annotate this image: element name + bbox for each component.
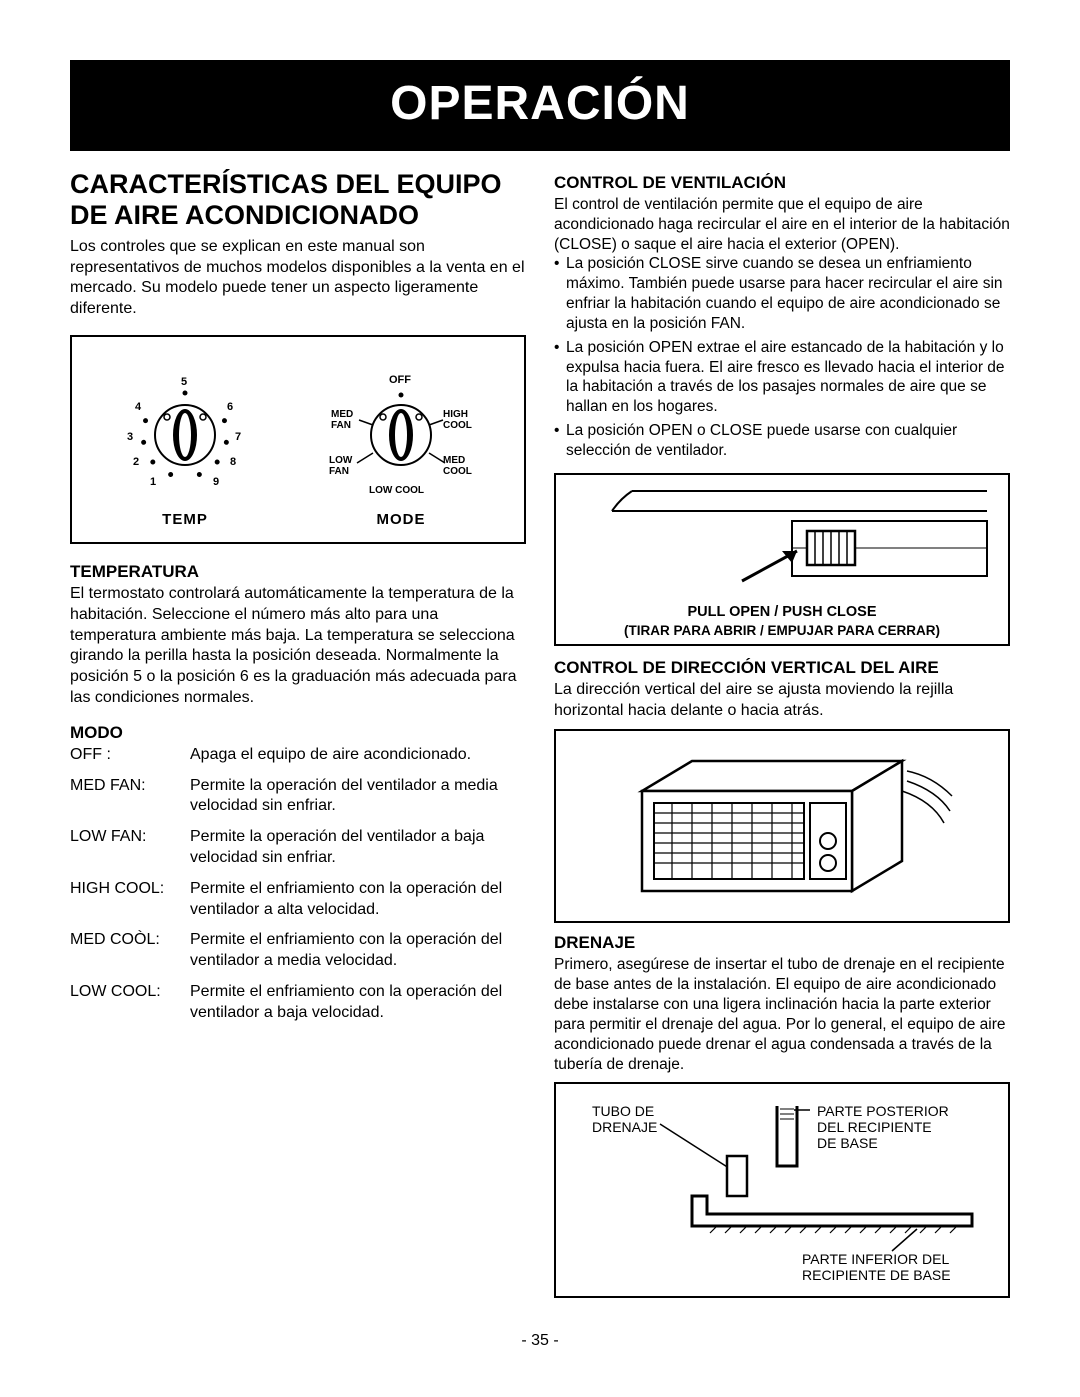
modo-val: Permite la operación del ventilador a ba… [190,827,526,869]
svg-text:5: 5 [181,376,187,388]
svg-text:TUBO DE: TUBO DE [592,1103,654,1119]
svg-text:MED: MED [331,409,353,420]
ac-unit-figure [554,729,1010,923]
modo-row: HIGH COOL:Permite el enfriamiento con la… [70,879,526,921]
mode-dial-svg: OFF MED FAN HIGH COOL LOW FAN MED COOL [306,355,496,505]
svg-text:9: 9 [213,476,219,488]
dial-figure-box: 1 2 3 4 5 6 7 8 9 TEMP [70,335,526,544]
title-banner: OPERACIÓN [70,60,1010,151]
vent-body: El control de ventilación permite que el… [554,195,1010,254]
vent-bullets: La posición CLOSE sirve cuando se desea … [554,254,1010,460]
vent-bullet: La posición OPEN o CLOSE puede usarse co… [554,421,1010,461]
banner-title: OPERACIÓN [390,77,690,130]
svg-text:DEL RECIPIENTE: DEL RECIPIENTE [817,1119,932,1135]
svg-text:LOW COOL: LOW COOL [369,485,424,496]
svg-text:2: 2 [133,456,139,468]
vent-caption-2: (TIRAR PARA ABRIR / EMPUJAR PARA CERRAR) [564,623,1000,640]
temperatura-heading: TEMPERATURA [70,562,526,582]
svg-text:RECIPIENTE DE BASE: RECIPIENTE DE BASE [802,1267,951,1283]
vent-bullet: La posición CLOSE sirve cuando se desea … [554,254,1010,333]
intro-paragraph: Los controles que se explican en este ma… [70,237,526,319]
modo-key: LOW COOL: [70,982,190,1024]
vent-lever-svg [572,481,992,601]
page-title: CARACTERÍSTICAS DEL EQUIPO DE AIRE ACOND… [70,169,526,231]
svg-text:FAN: FAN [329,466,349,477]
modo-key: HIGH COOL: [70,879,190,921]
svg-text:4: 4 [135,401,142,413]
svg-text:6: 6 [227,401,233,413]
svg-text:3: 3 [127,431,133,443]
modo-row: LOW COOL:Permite el enfriamiento con la … [70,982,526,1024]
modo-row: MED FAN:Permite la operación del ventila… [70,776,526,818]
modo-key: MED FAN: [70,776,190,818]
svg-text:OFF: OFF [389,374,411,386]
right-column: CONTROL DE VENTILACIÓN El control de ven… [554,169,1010,1304]
modo-key: OFF : [70,745,190,766]
modo-val: Permite el enfriamiento con la operación… [190,930,526,972]
modo-val: Permite la operación del ventilador a me… [190,776,526,818]
temp-dial-label: TEMP [100,511,270,528]
modo-key: MED COÒL: [70,930,190,972]
left-column: CARACTERÍSTICAS DEL EQUIPO DE AIRE ACOND… [70,169,526,1304]
temperatura-body: El termostato controlará automáticamente… [70,584,526,709]
svg-text:PARTE POSTERIOR: PARTE POSTERIOR [817,1103,949,1119]
dir-heading: CONTROL DE DIRECCIÓN VERTICAL DEL AIRE [554,658,1010,678]
dren-heading: DRENAJE [554,933,1010,953]
svg-text:DRENAJE: DRENAJE [592,1119,657,1135]
svg-text:7: 7 [235,431,241,443]
vent-bullet: La posición OPEN extrae el aire estancad… [554,338,1010,417]
mode-dial: OFF MED FAN HIGH COOL LOW FAN MED COOL [306,355,496,528]
modo-key: LOW FAN: [70,827,190,869]
svg-text:COOL: COOL [443,466,472,477]
dir-body: La dirección vertical del aire se ajusta… [554,680,1010,722]
svg-text:LOW: LOW [329,455,353,466]
drain-figure: TUBO DE DRENAJE PARTE POSTERIOR DEL RECI… [554,1082,1010,1298]
svg-text:HIGH: HIGH [443,409,468,420]
vent-caption-1: PULL OPEN / PUSH CLOSE [564,603,1000,621]
vent-figure: PULL OPEN / PUSH CLOSE (TIRAR PARA ABRIR… [554,473,1010,646]
drain-svg: TUBO DE DRENAJE PARTE POSTERIOR DEL RECI… [572,1096,992,1286]
modo-row: LOW FAN:Permite la operación del ventila… [70,827,526,869]
ac-unit-svg [572,741,992,911]
svg-text:8: 8 [230,456,236,468]
temp-dial-svg: 1 2 3 4 5 6 7 8 9 [100,355,270,505]
svg-text:1: 1 [150,476,156,488]
vent-heading: CONTROL DE VENTILACIÓN [554,173,1010,193]
svg-text:FAN: FAN [331,420,351,431]
mode-dial-label: MODE [306,511,496,528]
svg-text:MED: MED [443,455,465,466]
svg-text:PARTE INFERIOR DEL: PARTE INFERIOR DEL [802,1251,950,1267]
svg-text:DE BASE: DE BASE [817,1135,878,1151]
modo-val: Apaga el equipo de aire acondicionado. [190,745,526,766]
temp-dial: 1 2 3 4 5 6 7 8 9 TEMP [100,355,270,528]
modo-val: Permite el enfriamiento con la operación… [190,879,526,921]
modo-val: Permite el enfriamiento con la operación… [190,982,526,1024]
content-columns: CARACTERÍSTICAS DEL EQUIPO DE AIRE ACOND… [70,169,1010,1304]
modo-table: OFF :Apaga el equipo de aire acondiciona… [70,745,526,1024]
modo-row: OFF :Apaga el equipo de aire acondiciona… [70,745,526,766]
modo-row: MED COÒL:Permite el enfriamiento con la … [70,930,526,972]
svg-text:COOL: COOL [443,420,472,431]
dren-body: Primero, asegúrese de insertar el tubo d… [554,955,1010,1074]
modo-heading: MODO [70,723,526,743]
page-number: - 35 - [70,1332,1010,1350]
